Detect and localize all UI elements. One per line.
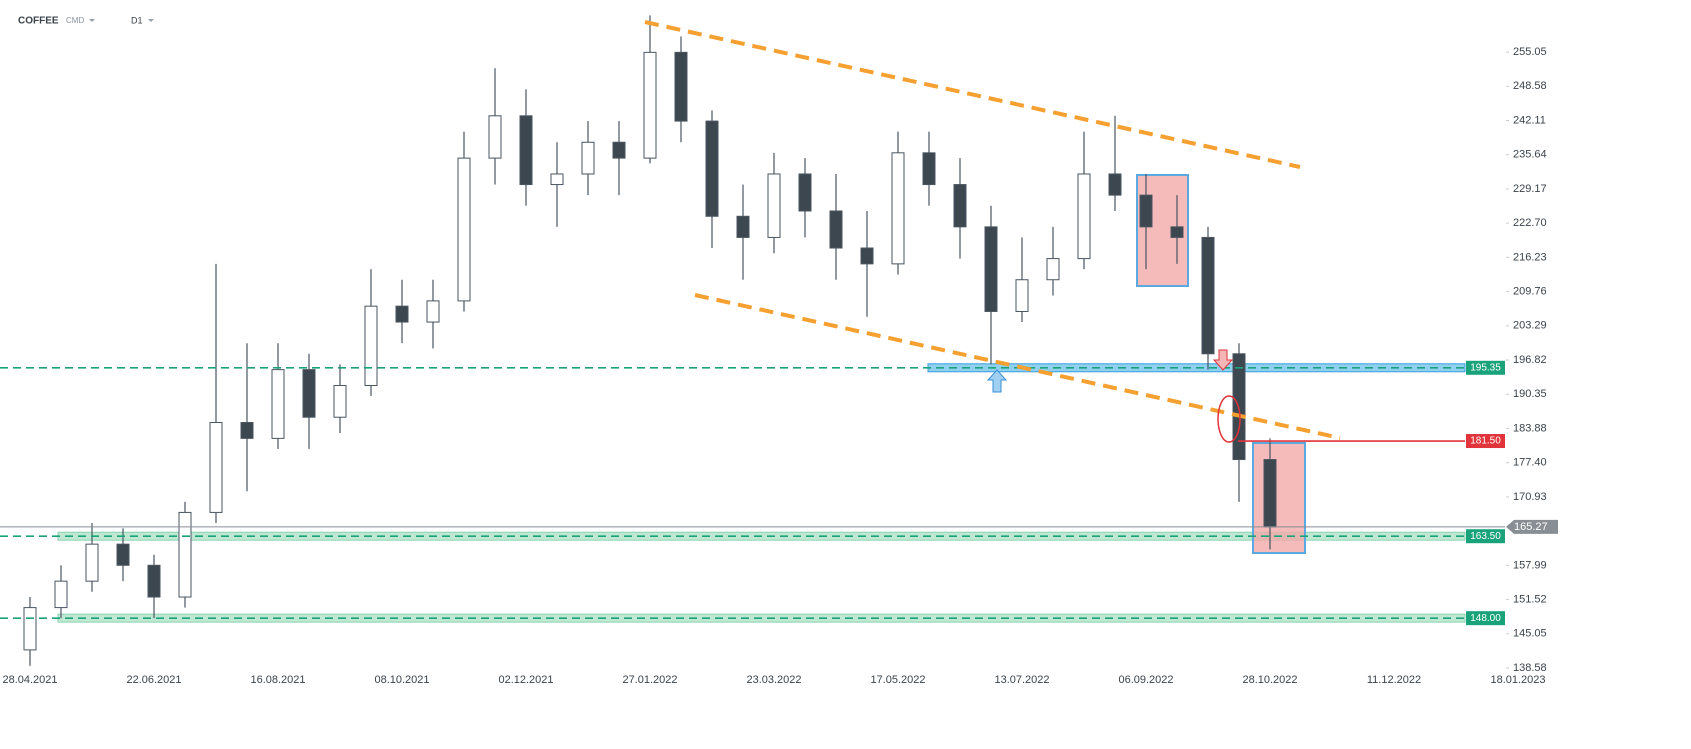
y-tick-label: 255.05: [1513, 46, 1547, 58]
candle-body: [798, 173, 812, 212]
x-tick-label: 23.03.2022: [746, 674, 801, 686]
y-tick-label: 203.29: [1513, 320, 1547, 332]
axis: 255.05 248.58 242.11 235.64 229.17 222.70 216.…: [2, 46, 1546, 686]
y-tick-label: 145.05: [1513, 628, 1547, 640]
y-tick-label: 138.58: [1513, 662, 1547, 674]
candle-body: [736, 215, 750, 238]
levels: 195.35 181.50 163.50 148.00 165.27: [0, 360, 1558, 626]
candle-body: [23, 607, 37, 651]
candle-body: [147, 564, 161, 598]
dropdown-caret[interactable]: [89, 19, 95, 22]
x-tick-label: 08.10.2021: [374, 674, 429, 686]
candle-body: [85, 543, 99, 582]
candle-body: [984, 226, 998, 312]
candle-body: [54, 580, 68, 609]
level-tag: [1466, 611, 1505, 626]
x-tick-label: 28.10.2022: [1242, 674, 1297, 686]
x-tick-label: 22.06.2021: [126, 674, 181, 686]
candle-body: [1263, 459, 1277, 528]
y-tick-label: 190.35: [1513, 388, 1547, 400]
y-tick-label: 229.17: [1513, 183, 1547, 195]
candle-body: [891, 152, 905, 265]
y-tick-label: 151.52: [1513, 593, 1547, 605]
candle-body: [1108, 173, 1122, 196]
y-tick-label: 177.40: [1513, 457, 1547, 469]
candle-body: [550, 173, 564, 186]
candle-body: [643, 51, 657, 159]
y-tick-label: 183.88: [1513, 422, 1547, 434]
x-tick-label: 02.12.2021: [498, 674, 553, 686]
y-tick-label: 222.70: [1513, 217, 1547, 229]
candle-body: [581, 141, 595, 175]
y-tick-label: 196.82: [1513, 354, 1547, 366]
symbol: COFFEE: [18, 16, 59, 27]
candle-body: [612, 141, 626, 159]
candle-body: [674, 51, 688, 122]
y-tick-label: 157.99: [1513, 559, 1547, 571]
candle-body: [333, 385, 347, 418]
current-price-label: 165.27: [1514, 521, 1548, 533]
candle-body: [705, 120, 719, 217]
candle-body: [829, 210, 843, 249]
level-tag: [1466, 360, 1505, 375]
x-tick-label: 27.01.2022: [622, 674, 677, 686]
level-tag: [1466, 434, 1505, 449]
x-tick-label: 17.05.2022: [870, 674, 925, 686]
candle-body: [457, 157, 471, 302]
candle-body: [426, 300, 440, 323]
level-label: 163.50: [1470, 531, 1501, 542]
dropdown-caret[interactable]: [148, 19, 154, 22]
y-tick-label: 170.93: [1513, 491, 1547, 503]
candle-body: [178, 511, 192, 598]
candle-body: [271, 369, 285, 439]
x-tick-label: 13.07.2022: [994, 674, 1049, 686]
highlight-box: [1252, 442, 1306, 554]
candle-body: [1201, 236, 1215, 355]
candle-body: [860, 247, 874, 265]
candle-body: [488, 115, 502, 159]
y-tick-label: 235.64: [1513, 149, 1547, 161]
trend-line: [644, 20, 1301, 169]
level-tag: [1466, 529, 1505, 544]
highlight-ellipse: [1217, 395, 1241, 443]
interval: D1: [131, 15, 143, 25]
candle-body: [302, 369, 316, 418]
candle-body: [395, 305, 409, 323]
trend-line: [694, 293, 1341, 440]
x-tick-label: 06.09.2022: [1118, 674, 1173, 686]
candle-body: [953, 184, 967, 228]
source: CMD: [66, 16, 84, 25]
candle-body: [116, 543, 130, 566]
y-tick-label: 248.58: [1513, 80, 1547, 92]
candle-body: [767, 173, 781, 238]
level-label: 148.00: [1470, 613, 1501, 624]
x-tick-label: 28.04.2021: [2, 674, 57, 686]
level-label: 181.50: [1470, 436, 1501, 447]
candle-body: [240, 422, 254, 439]
candle-body: [1046, 258, 1060, 281]
candle-body: [519, 115, 533, 186]
y-tick-label: 216.23: [1513, 251, 1547, 263]
candle-body: [364, 305, 378, 387]
sell-arrow: [1212, 349, 1234, 371]
y-tick-label: 209.76: [1513, 285, 1547, 297]
x-tick-label: 18.01.2023: [1490, 674, 1545, 686]
y-tick-label: 242.11: [1513, 114, 1546, 126]
candle-body: [922, 152, 936, 186]
x-tick-label: 11.12.2022: [1367, 674, 1421, 686]
x-tick-label: 16.08.2021: [250, 674, 305, 686]
candle-body: [1139, 194, 1153, 228]
candle-body: [209, 422, 223, 513]
candle-body: [1170, 226, 1184, 238]
current-price-tag: [1506, 519, 1558, 534]
candle-body: [1077, 173, 1091, 260]
buy-arrow: [986, 369, 1008, 393]
candles: [23, 15, 1277, 666]
level-label: 195.35: [1470, 362, 1501, 373]
candle-body: [1015, 279, 1029, 312]
